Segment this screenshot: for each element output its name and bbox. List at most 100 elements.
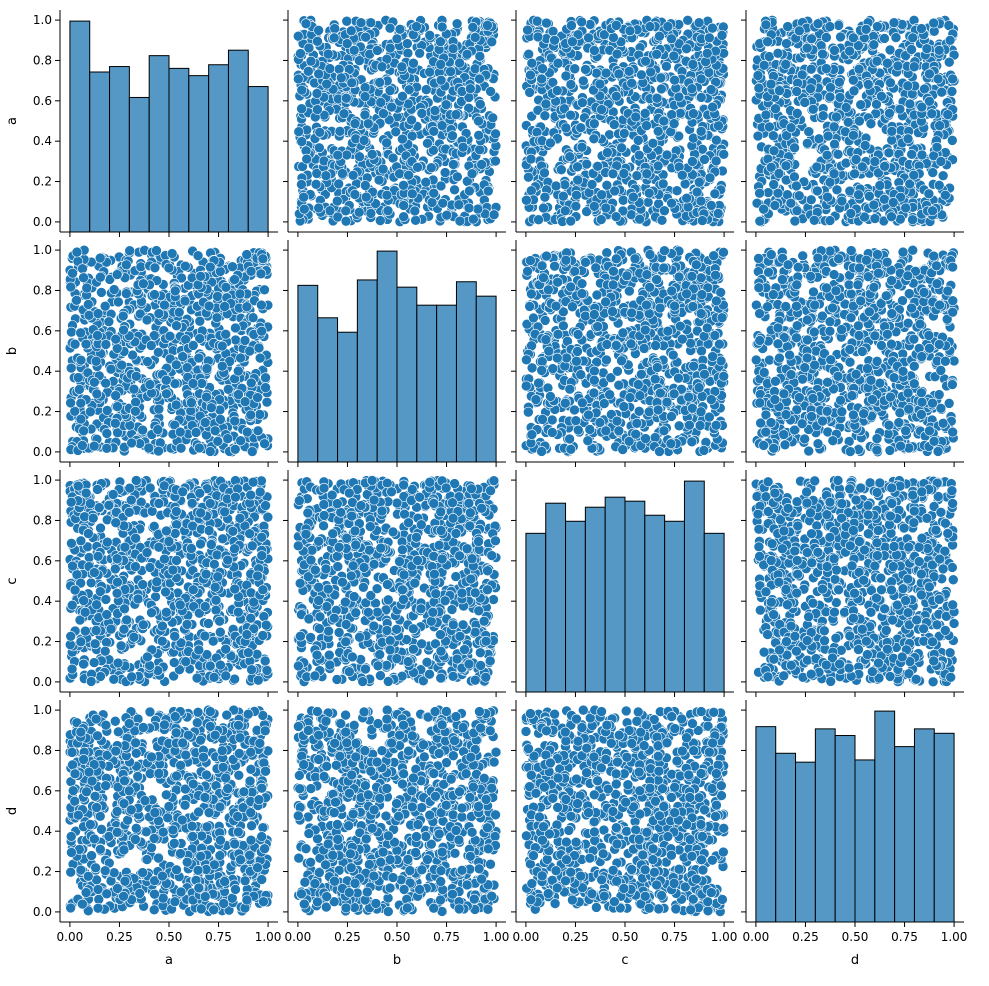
scatter-point [526,57,538,69]
scatter-point [652,126,664,137]
scatter-point [693,382,705,393]
scatter-point [293,126,305,138]
scatter-point [765,78,777,90]
scatter-point [90,355,102,367]
scatter-point [391,33,403,45]
scatter-point [828,168,840,180]
scatter-point [526,185,537,197]
scatter-point [437,197,449,209]
scatter-point [374,77,385,88]
scatter-point [469,32,481,43]
scatter-point [613,379,625,391]
scatter-point [536,356,548,367]
scatter-point [105,363,117,375]
scatter-point [611,48,623,60]
scatter-point [559,179,571,190]
scatter-point [426,162,437,173]
scatter-point [195,270,206,282]
scatter-point [919,83,930,95]
scatter-point [762,36,773,47]
scatter-point [416,108,428,119]
scatter-point [576,141,588,153]
scatter-point [411,21,422,32]
scatter-point [296,84,308,96]
y-tick-label: 0.4 [33,364,52,378]
scatter-point [526,429,538,440]
scatter-point [206,402,217,414]
scatter-point [617,444,629,455]
scatter-point [770,103,781,115]
scatter-point [842,117,854,128]
scatter-point [440,99,452,110]
hist-bar-b-7 [436,304,457,463]
scatter-point [807,104,819,115]
scatter-point [888,17,900,28]
scatter-point [170,399,182,411]
scatter-point [412,161,423,173]
scatter-point [410,215,421,226]
scatter-point [340,205,352,217]
scatter-point [845,208,857,219]
scatter-point [552,276,563,288]
scatter-point [75,397,87,409]
scatter-point [711,134,722,146]
scatter-point [359,82,371,93]
scatter-point [865,118,877,130]
scatter-point [658,425,670,437]
scatter-point [346,77,358,89]
scatter-point [661,61,672,72]
y-tick-label: 0.8 [33,53,52,67]
scatter-point [488,209,500,221]
scatter-point [420,84,432,95]
scatter-point [718,247,729,258]
scatter-point [812,185,823,197]
scatter-point [713,120,724,132]
scatter-point [825,82,836,93]
scatter-point [907,214,918,225]
scatter-point [559,205,571,217]
scatter-point [247,312,259,323]
scatter-point [402,38,413,49]
scatter-point [884,44,896,56]
scatter-point [522,266,533,277]
scatter-point [406,188,418,200]
scatter-point [209,425,221,437]
scatter-point [643,187,655,199]
scatter-point [245,409,257,421]
hist-bar-b-3 [356,279,378,463]
scatter-point [933,179,945,191]
scatter-point [640,55,651,67]
scatter-point [359,109,371,121]
scatter-point [772,187,784,199]
scatter-point [560,70,572,82]
scatter-point [381,189,393,201]
scatter-point [89,377,100,388]
scatter-point [655,72,667,84]
scatter-point [647,138,659,149]
scatter-point [570,200,582,212]
scatter-point [360,191,372,203]
scatter-point [321,78,333,90]
scatter-point [486,36,498,48]
scatter-point [341,38,353,49]
scatter-point [296,103,307,115]
scatter-point [921,43,933,55]
scatter-point [645,66,656,78]
scatter-point [886,126,898,137]
scatter-point [543,345,555,357]
scatter-point [447,130,458,142]
scatter-point [65,397,76,409]
scatter-point [902,133,914,145]
scatter-point [159,299,170,311]
scatter-point [833,20,844,31]
scatter-point [536,446,547,457]
scatter-point [831,111,842,123]
scatter-point [636,369,647,380]
scatter-point [644,281,655,293]
scatter-point [789,142,800,154]
scatter-point [171,359,182,371]
scatter-point [474,73,485,85]
scatter-point [580,310,591,322]
scatter-point [591,67,602,79]
scatter-point [644,21,656,32]
